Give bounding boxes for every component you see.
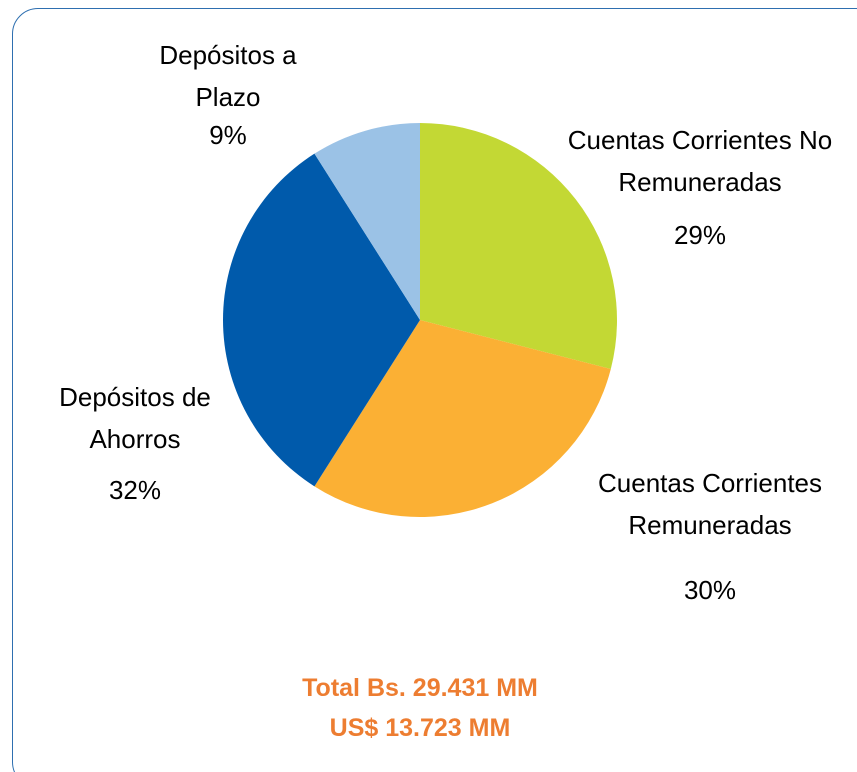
category-label: Cuentas Corrientes Remuneradas <box>598 468 822 540</box>
annotation: US$ 13.723 MM <box>329 714 511 742</box>
pie-slice <box>222 153 420 487</box>
value-label: 29% <box>673 220 727 250</box>
value-label: 32% <box>108 475 162 505</box>
pie-slice <box>420 123 617 369</box>
value-label: 30% <box>683 575 737 605</box>
category-label: Depósitos de Ahorros <box>59 382 211 454</box>
category-label: Cuentas Corrientes No Remuneradas <box>567 125 833 197</box>
value-label: 9% <box>209 120 247 150</box>
pie-slice <box>314 122 420 320</box>
pie-slice <box>314 320 611 518</box>
chart-frame <box>12 8 857 772</box>
annotation: Total Bs. 29.431 MM <box>302 674 538 702</box>
category-label: Depósitos a Plazo <box>159 40 297 112</box>
